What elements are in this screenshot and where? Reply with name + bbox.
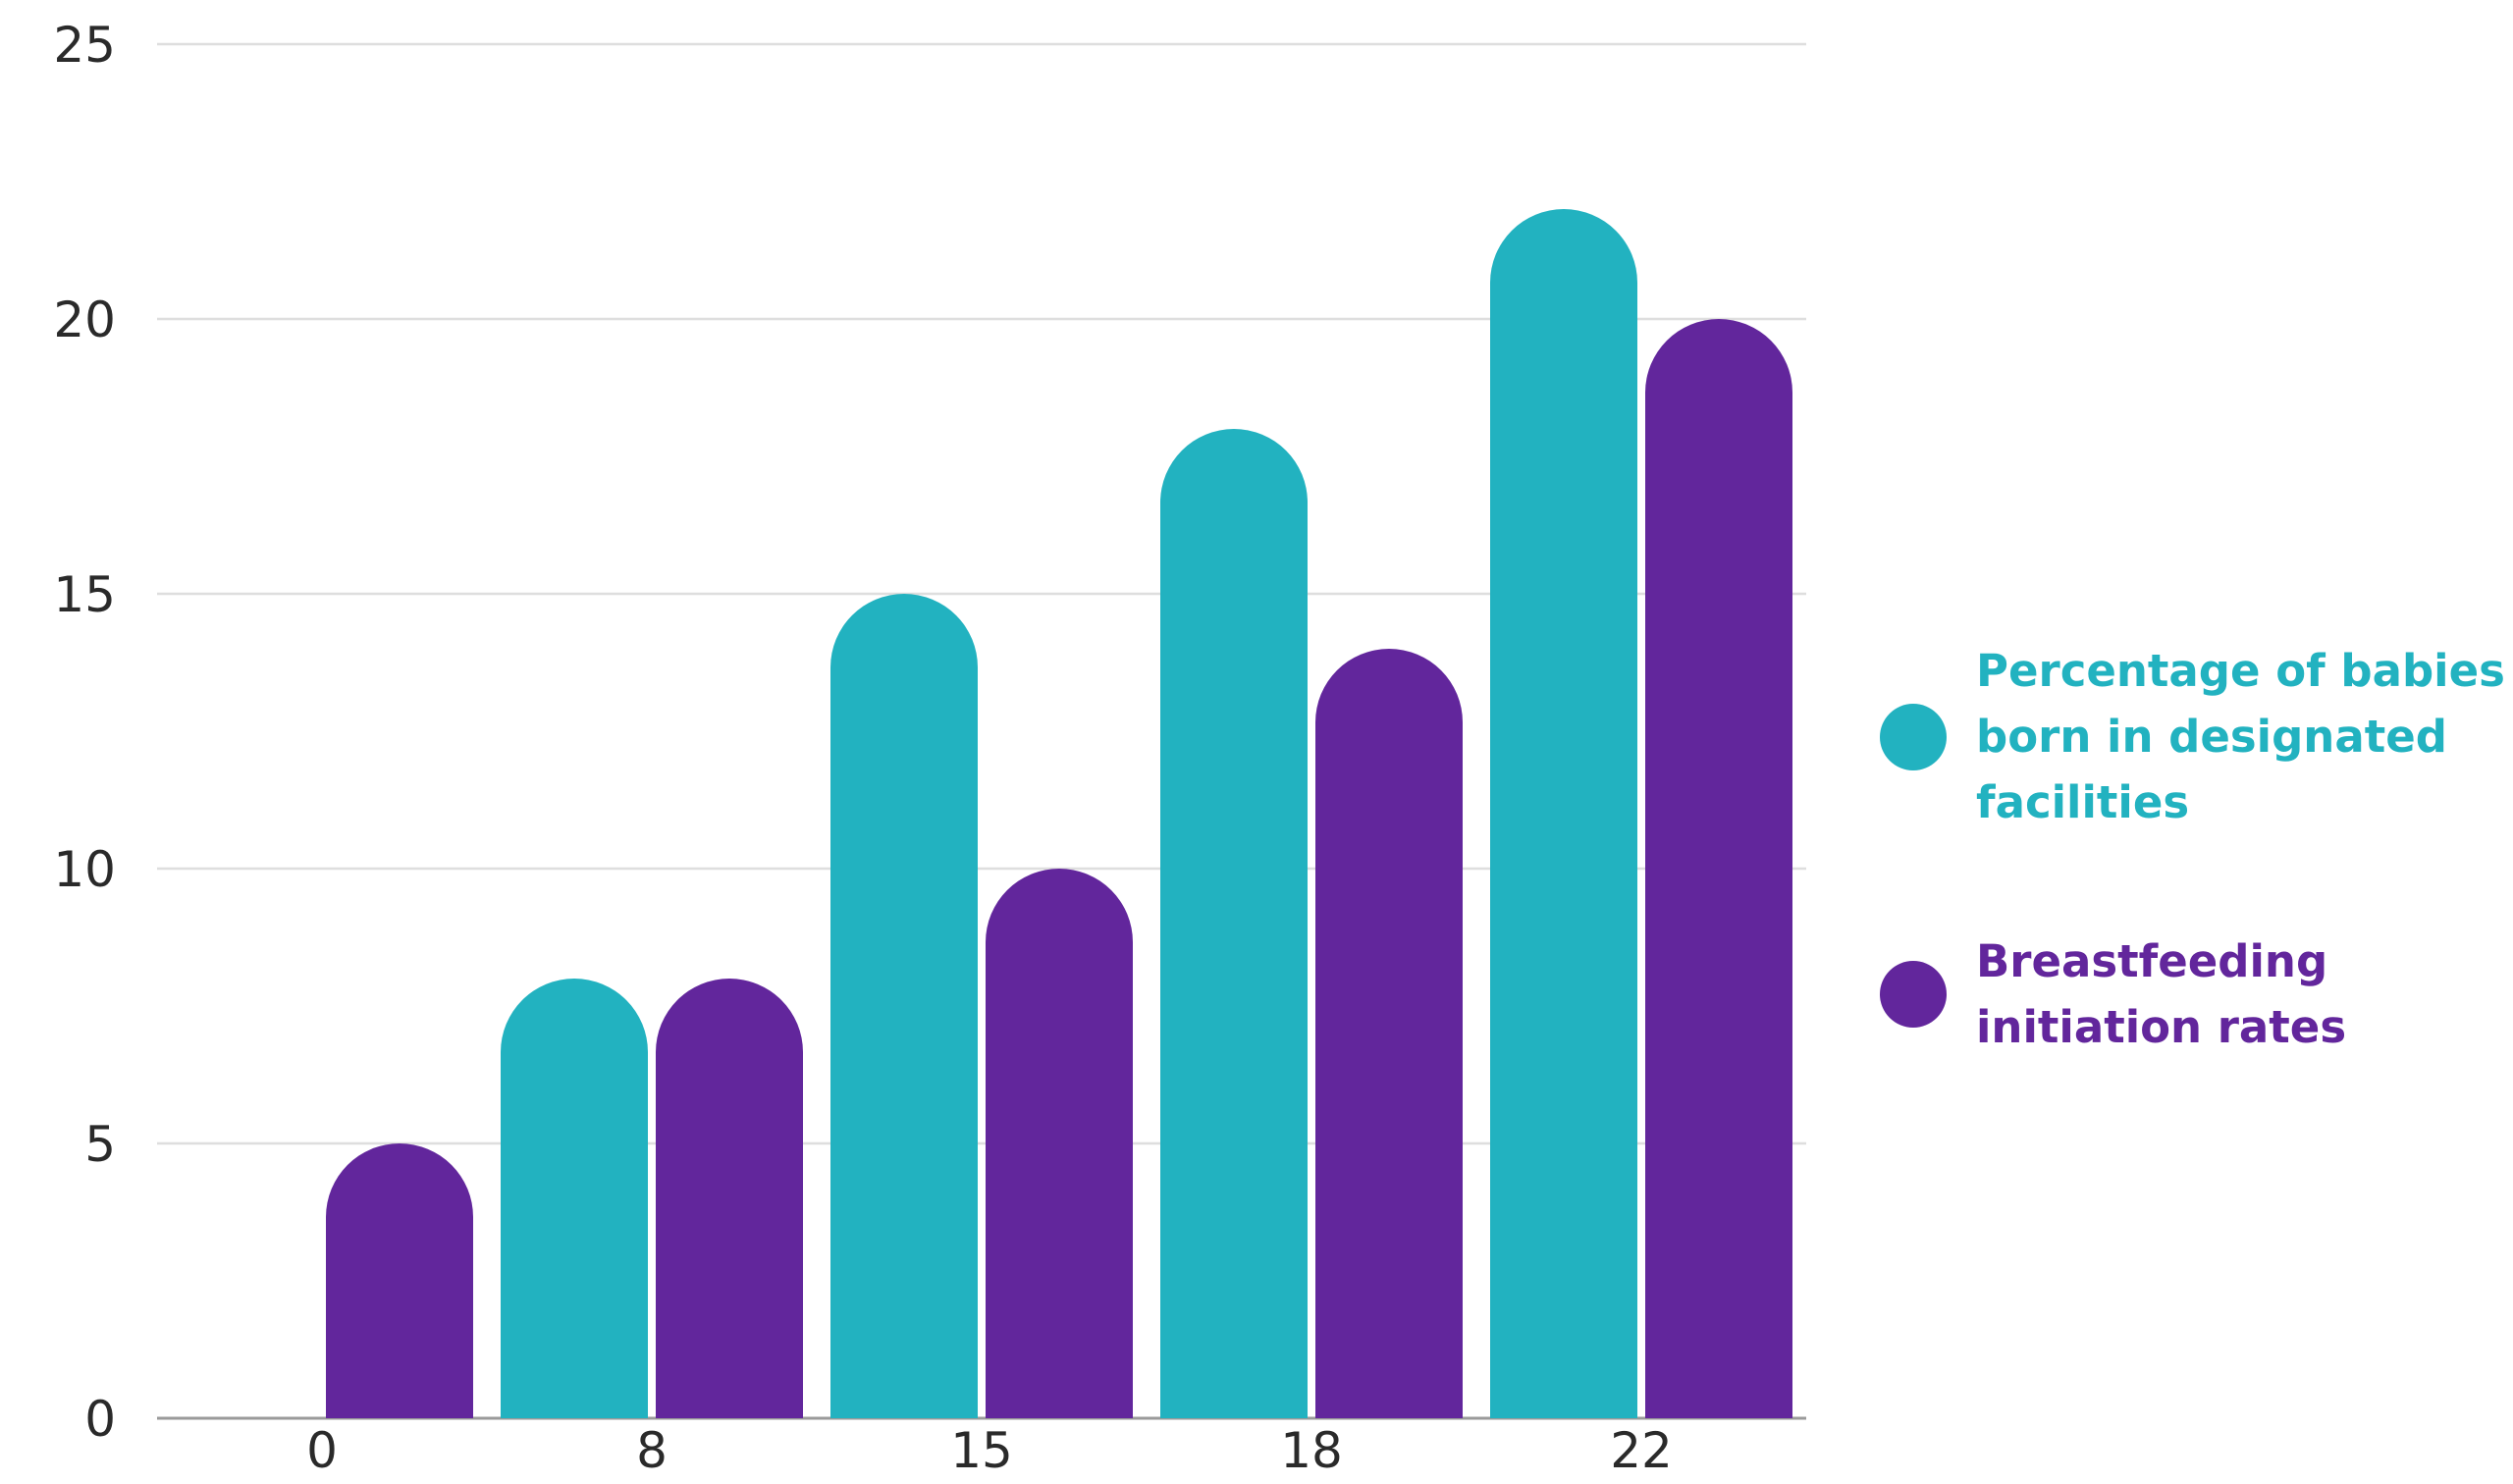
x-tick-label-0: 0	[306, 1422, 338, 1479]
bar-series1-15	[986, 869, 1133, 1418]
legend-swatch-breastfeeding	[1880, 961, 1947, 1028]
bar-series1-0	[326, 1143, 473, 1418]
bar-series0-8	[501, 979, 648, 1418]
y-tick-label-20: 20	[53, 292, 116, 348]
bar-series0-18	[1160, 429, 1308, 1418]
legend-label-breastfeeding: Breastfeeding initiation rates	[1976, 935, 2347, 1053]
bar-series0-22	[1490, 209, 1637, 1418]
legend-swatch-facilities	[1880, 703, 1947, 770]
y-tick-label-15: 15	[53, 566, 116, 623]
y-tick-label-5: 5	[84, 1116, 116, 1173]
bar-series1-18	[1315, 649, 1463, 1418]
x-tick-label-15: 15	[950, 1422, 1013, 1479]
bar-series1-8	[656, 979, 803, 1418]
bar-series1-22	[1645, 319, 1792, 1418]
y-axis: 0 5 10 15 20 25	[53, 17, 116, 1448]
legend-item-facilities: Percentage of babies born in designated …	[1880, 638, 2508, 835]
y-tick-label-10: 10	[53, 841, 116, 898]
y-tick-label-0: 0	[84, 1391, 116, 1448]
legend-label-facilities: Percentage of babies born in designated …	[1976, 645, 2505, 828]
x-tick-label-22: 22	[1610, 1422, 1673, 1479]
legend-item-breastfeeding: Breastfeeding initiation rates	[1880, 928, 2508, 1060]
x-axis: 0 8 15 18 22	[306, 1422, 1673, 1479]
bars	[326, 209, 1792, 1418]
y-tick-label-25: 25	[53, 17, 116, 74]
bar-series0-15	[830, 594, 978, 1418]
x-tick-label-18: 18	[1280, 1422, 1343, 1479]
x-tick-label-8: 8	[636, 1422, 668, 1479]
legend: Percentage of babies born in designated …	[1880, 638, 2508, 1153]
